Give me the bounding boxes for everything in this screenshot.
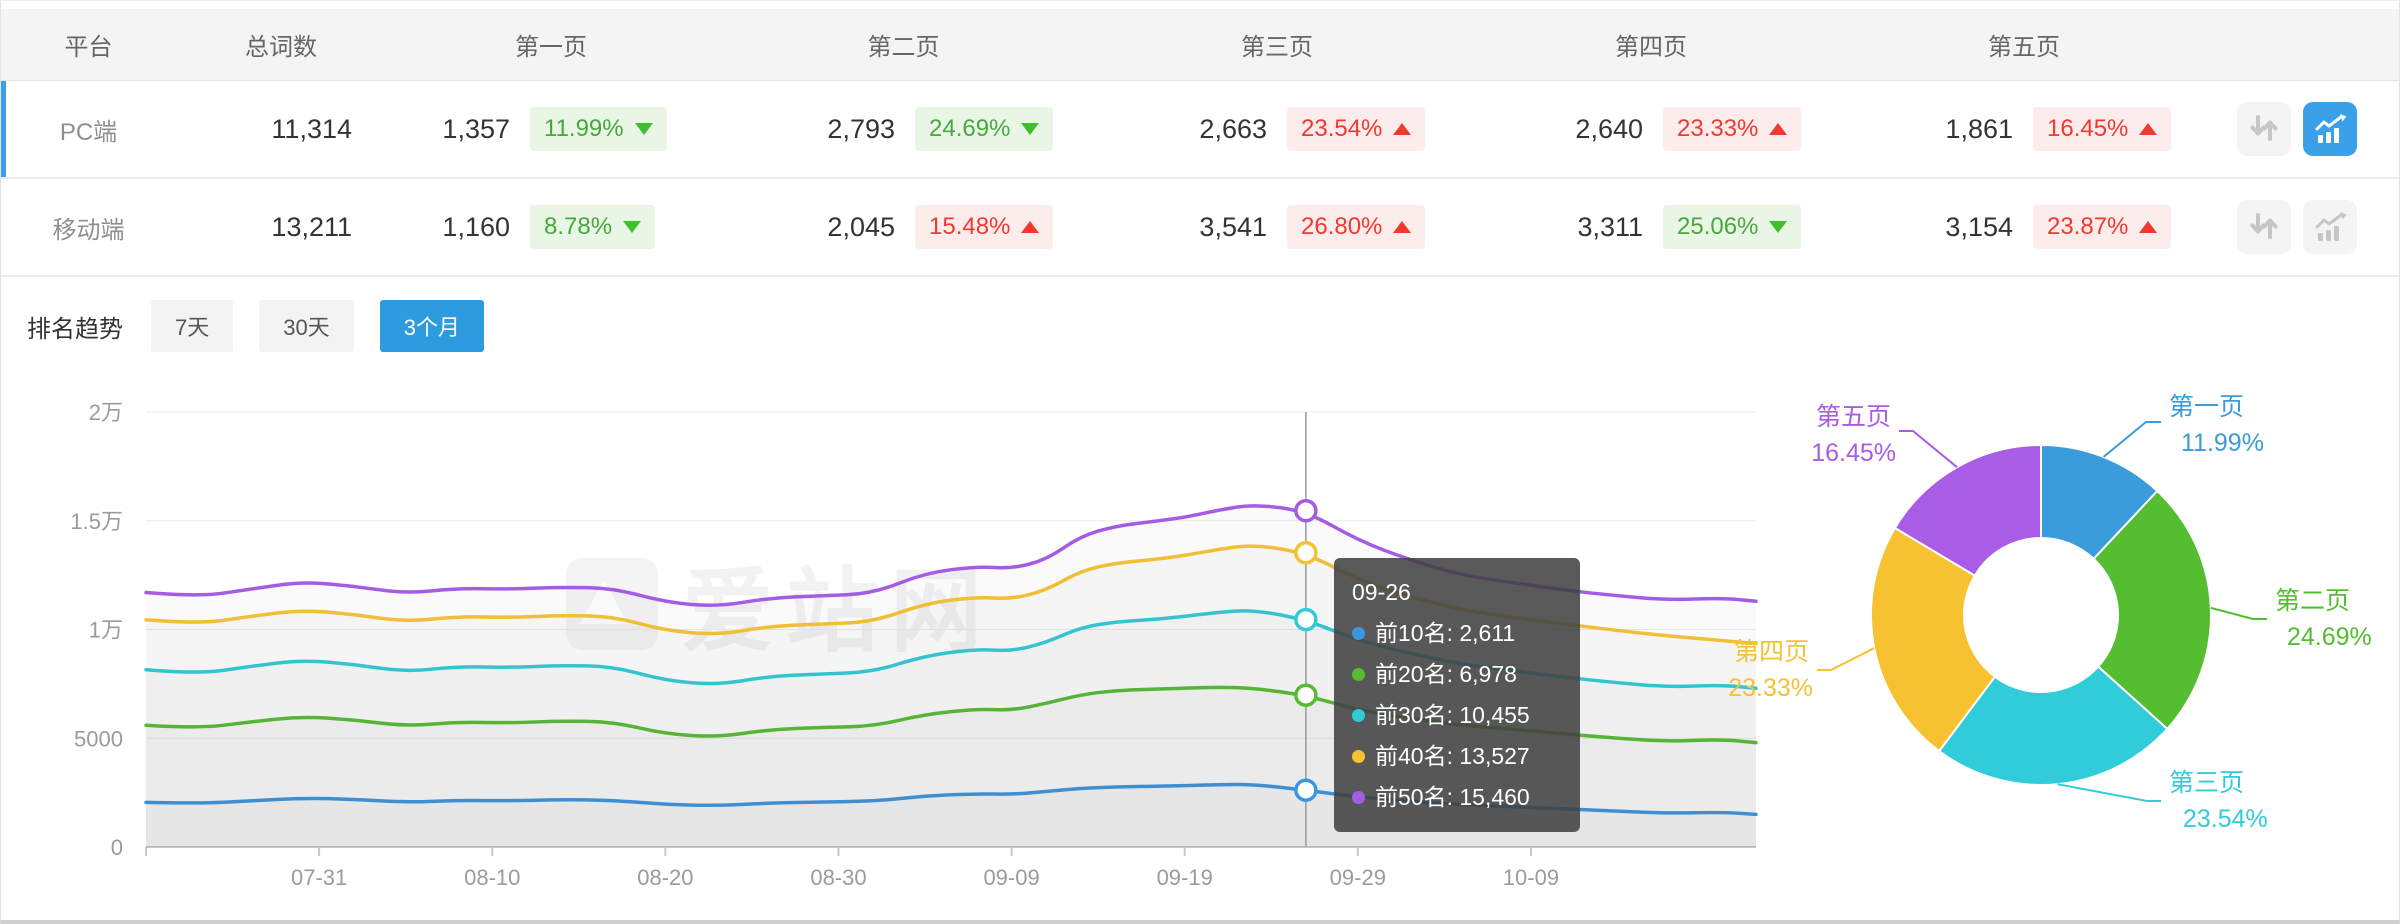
sort-arrows-icon: [2250, 115, 2278, 141]
chart-tooltip: 09-26 前10名2,611 前20名6,978 前30名10,455 前40…: [1334, 558, 1580, 832]
page4-count: 3,311: [1577, 211, 1643, 242]
page3-count: 2,663: [1199, 113, 1267, 144]
tooltip-row: 前30名10,455: [1352, 695, 1562, 736]
page4-count: 2,640: [1575, 113, 1643, 144]
page2-count: 2,045: [827, 211, 895, 242]
col-page-3: 第三页: [1241, 34, 1313, 61]
trend-chart-button[interactable]: [2303, 102, 2357, 156]
svg-text:第四页: 第四页: [1734, 638, 1809, 666]
trend-chart-icon: [2315, 212, 2347, 241]
sort-button[interactable]: [2237, 200, 2291, 254]
trend-down-icon: [623, 221, 642, 233]
trend-down-icon: [634, 123, 653, 135]
svg-text:08-30: 08-30: [810, 865, 866, 890]
trend-toolbar: 排名趋势 7天 30天 3个月: [1, 277, 2399, 352]
table-row-pc[interactable]: PC端 11,314 1,357 11.99% 2,793 24.69% 2,6…: [1, 81, 2399, 179]
table-row-mobile[interactable]: 移动端 13,211 1,160 8.78% 2,045 15.48% 3,54…: [1, 179, 2399, 277]
sort-arrows-icon: [2250, 213, 2278, 239]
tab-3months[interactable]: 3个月: [379, 300, 484, 352]
svg-text:24.69%: 24.69%: [2287, 623, 2372, 651]
svg-text:5000: 5000: [74, 726, 123, 751]
svg-text:23.33%: 23.33%: [1728, 674, 1813, 702]
total-words: 13,211: [271, 211, 352, 242]
tab-7days[interactable]: 7天: [151, 300, 234, 352]
tab-30days[interactable]: 30天: [259, 300, 354, 352]
col-platform: 平台: [64, 34, 113, 61]
trend-title: 排名趋势: [27, 315, 123, 343]
svg-text:08-20: 08-20: [637, 865, 693, 890]
page5-count: 3,154: [1945, 211, 2013, 242]
svg-text:07-31: 07-31: [291, 865, 347, 890]
trend-up-icon: [1021, 221, 1040, 233]
svg-text:第一页: 第一页: [2169, 393, 2244, 421]
svg-text:23.54%: 23.54%: [2183, 805, 2268, 833]
trend-up-icon: [1393, 123, 1412, 135]
page5-pct-badge: 23.87%: [2033, 205, 2172, 249]
svg-text:10-09: 10-09: [1503, 865, 1559, 890]
trend-chart-button[interactable]: [2303, 200, 2357, 254]
trend-up-icon: [1769, 123, 1788, 135]
col-page-2: 第二页: [867, 34, 940, 61]
page1-count: 1,160: [442, 211, 510, 242]
svg-text:09-09: 09-09: [983, 865, 1039, 890]
page1-pct-badge: 11.99%: [530, 107, 667, 151]
svg-text:09-19: 09-19: [1157, 865, 1213, 890]
col-page-5: 第五页: [1988, 34, 2060, 61]
tooltip-date: 09-26: [1352, 579, 1411, 605]
tooltip-row: 前40名13,527: [1352, 736, 1562, 777]
svg-text:0: 0: [111, 835, 123, 860]
page1-pct-badge: 8.78%: [530, 205, 656, 249]
total-words: 11,314: [271, 113, 352, 144]
page3-count: 3,541: [1199, 211, 1267, 242]
sort-button[interactable]: [2237, 102, 2291, 156]
svg-text:2万: 2万: [89, 400, 123, 425]
platform-label: 移动端: [52, 216, 125, 244]
col-total: 总词数: [245, 34, 317, 61]
trend-chart-icon: [2315, 114, 2347, 143]
svg-text:第二页: 第二页: [2275, 587, 2350, 615]
series-dot-icon: [1352, 668, 1365, 681]
page3-pct-badge: 23.54%: [1287, 107, 1426, 151]
rank-table: 平台 总词数 第一页 第二页 第三页 第四页 第五页 PC端 11,314 1,…: [1, 9, 2399, 277]
page2-pct-badge: 15.48%: [915, 205, 1054, 249]
page4-pct-badge: 23.33%: [1663, 107, 1802, 151]
tooltip-row: 前50名15,460: [1352, 777, 1562, 818]
trend-down-icon: [1769, 221, 1788, 233]
trend-up-icon: [1393, 221, 1412, 233]
page4-pct-badge: 25.06%: [1663, 205, 1802, 249]
tooltip-row: 前20名6,978: [1352, 654, 1562, 695]
series-dot-icon: [1352, 791, 1365, 804]
series-dot-icon: [1352, 627, 1365, 640]
svg-text:11.99%: 11.99%: [2181, 429, 2264, 457]
svg-text:第五页: 第五页: [1816, 403, 1891, 431]
col-page-4: 第四页: [1615, 34, 1687, 61]
trend-down-icon: [1021, 123, 1040, 135]
page-share-donut-chart[interactable]: 第一页 11.99% 第二页 24.69% 第三页 23.54% 第四页 23.33% 第五页 1…: [1701, 387, 2400, 867]
svg-text:08-10: 08-10: [464, 865, 520, 890]
trend-up-icon: [2139, 221, 2158, 233]
page2-pct-badge: 24.69%: [915, 107, 1054, 151]
svg-text:1万: 1万: [89, 618, 123, 643]
series-dot-icon: [1352, 709, 1365, 722]
page3-pct-badge: 26.80%: [1287, 205, 1426, 249]
platform-label: PC端: [59, 118, 118, 146]
page2-count: 2,793: [827, 113, 895, 144]
tooltip-row: 前10名2,611: [1352, 613, 1562, 654]
series-dot-icon: [1352, 750, 1365, 763]
svg-text:16.45%: 16.45%: [1811, 439, 1896, 467]
page1-count: 1,357: [442, 113, 510, 144]
table-header: 平台 总词数 第一页 第二页 第三页 第四页 第五页: [1, 9, 2399, 81]
page5-pct-badge: 16.45%: [2033, 107, 2172, 151]
col-page-1: 第一页: [515, 34, 587, 61]
trend-up-icon: [2139, 123, 2158, 135]
svg-text:第三页: 第三页: [2169, 769, 2244, 797]
charts-area: 爱站网 050001万1.5万2万07-3108-1008-2008-3009-…: [1, 377, 2400, 920]
svg-text:09-29: 09-29: [1330, 865, 1386, 890]
svg-text:1.5万: 1.5万: [70, 509, 123, 534]
page5-count: 1,861: [1945, 113, 2013, 144]
